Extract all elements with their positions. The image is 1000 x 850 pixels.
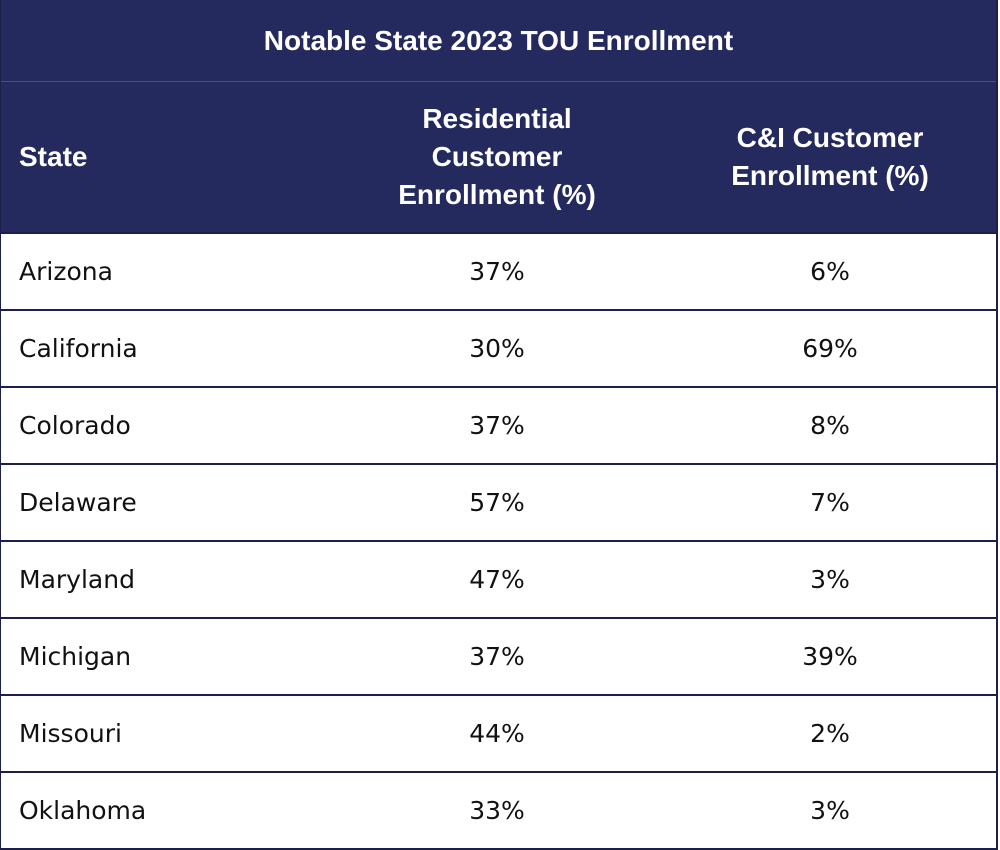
col-header-state: State <box>1 138 330 176</box>
cell-state: Arizona <box>19 257 113 286</box>
cell-residential: 44% <box>469 719 525 748</box>
table-row: Maryland 47% 3% <box>1 542 996 619</box>
cell-state: Maryland <box>19 565 135 594</box>
cell-residential: 47% <box>469 565 525 594</box>
cell-ci: 3% <box>810 796 850 825</box>
cell-residential: 37% <box>469 257 525 286</box>
col-header-residential: Residential Customer Enrollment (%) <box>330 100 664 214</box>
cell-residential: 33% <box>469 796 525 825</box>
col-header-ci: C&I Customer Enrollment (%) <box>664 119 996 195</box>
col-header-residential-line: Enrollment (%) <box>398 179 596 210</box>
col-header-ci-line: Enrollment (%) <box>731 160 929 191</box>
cell-state: Colorado <box>19 411 131 440</box>
table-row: Michigan 37% 39% <box>1 619 996 696</box>
cell-ci: 2% <box>810 719 850 748</box>
cell-ci: 7% <box>810 488 850 517</box>
table-row: Delaware 57% 7% <box>1 465 996 542</box>
cell-state: Michigan <box>19 642 132 671</box>
table-title: Notable State 2023 TOU Enrollment <box>1 0 996 82</box>
cell-residential: 37% <box>469 642 525 671</box>
header-row: State Residential Customer Enrollment (%… <box>1 82 996 234</box>
table-row: Missouri 44% 2% <box>1 696 996 773</box>
cell-state: California <box>19 334 138 363</box>
cell-ci: 6% <box>810 257 850 286</box>
col-header-state-line: State <box>19 141 88 172</box>
cell-residential: 37% <box>469 411 525 440</box>
cell-ci: 39% <box>802 642 858 671</box>
cell-ci: 8% <box>810 411 850 440</box>
col-header-ci-line: C&I Customer <box>736 122 924 153</box>
cell-residential: 57% <box>469 488 525 517</box>
table-row: Arizona 37% 6% <box>1 234 996 311</box>
table-row: Oklahoma 33% 3% <box>1 773 996 850</box>
cell-state: Delaware <box>19 488 137 517</box>
cell-ci: 69% <box>802 334 858 363</box>
table-row: Colorado 37% 8% <box>1 388 996 465</box>
table-row: California 30% 69% <box>1 311 996 388</box>
col-header-residential-line: Residential <box>422 103 572 134</box>
col-header-residential-line: Customer <box>431 141 563 172</box>
cell-ci: 3% <box>810 565 850 594</box>
cell-residential: 30% <box>469 334 525 363</box>
cell-state: Oklahoma <box>19 796 147 825</box>
cell-state: Missouri <box>19 719 122 748</box>
